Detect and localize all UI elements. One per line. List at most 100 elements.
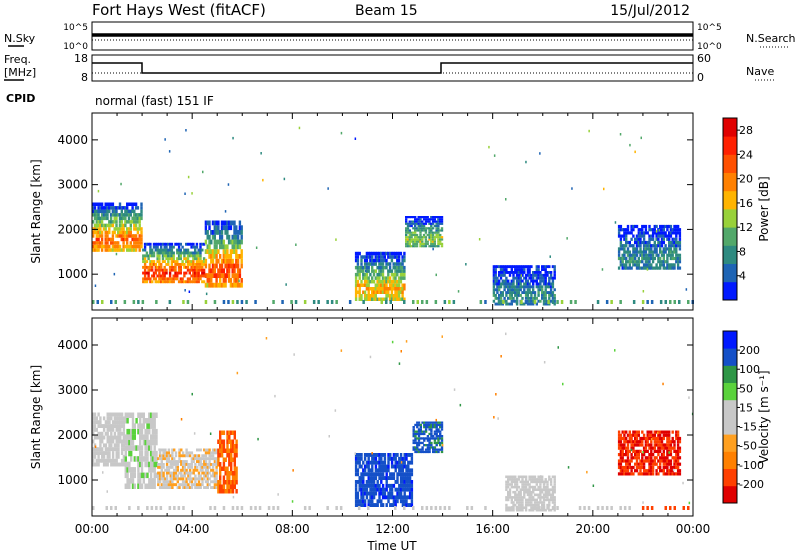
- data-cell: [512, 508, 515, 512]
- data-cell: [426, 444, 430, 447]
- data-cell: [407, 468, 410, 473]
- data-cell: [97, 230, 100, 235]
- data-cell: [499, 299, 503, 303]
- data-cell: [412, 233, 415, 237]
- data-cell: [183, 463, 186, 466]
- data-cell: [396, 279, 399, 284]
- data-cell: [630, 469, 633, 473]
- data-cell: [165, 477, 169, 481]
- data-cell: [378, 269, 381, 273]
- data-cell: [380, 491, 383, 496]
- data-cell: [165, 471, 169, 475]
- data-cell: [151, 274, 154, 278]
- data-cell: [210, 463, 213, 466]
- data-cell: [102, 213, 106, 217]
- data-cell: [197, 271, 200, 275]
- data-cell: [199, 257, 202, 261]
- data-cell: [532, 271, 535, 274]
- data-cell: [106, 416, 109, 421]
- data-cell: [440, 448, 444, 451]
- data-cell: [503, 271, 506, 274]
- data-cell: [669, 453, 673, 457]
- data-cell: [501, 273, 504, 277]
- data-cell: [188, 277, 191, 281]
- data-cell: [188, 474, 192, 478]
- data-cell: [185, 460, 188, 463]
- data-cell: [151, 434, 155, 440]
- data-cell: [428, 421, 431, 424]
- data-cell: [174, 277, 177, 281]
- data-cell: [401, 476, 405, 480]
- data-cell: [204, 225, 208, 231]
- data-cell: [673, 237, 676, 241]
- data-cell: [408, 503, 412, 507]
- data-cell: [676, 256, 680, 261]
- data-cell: [419, 437, 422, 440]
- data-cell: [378, 499, 381, 504]
- data-cell: [236, 278, 240, 283]
- data-cell: [215, 273, 218, 278]
- data-cell: [144, 439, 147, 446]
- data-cell: [110, 462, 113, 467]
- data-cell: [102, 223, 106, 228]
- data-cell: [662, 465, 665, 470]
- data-cell: [211, 249, 215, 254]
- data-cell: [544, 285, 547, 289]
- data-cell: [619, 133, 622, 136]
- data-cell: [397, 262, 401, 266]
- data-cell: [173, 471, 176, 475]
- data-cell: [122, 447, 126, 452]
- data-cell: [134, 234, 138, 238]
- data-cell: [538, 506, 541, 510]
- data-cell: [363, 265, 367, 270]
- data-cell: [423, 423, 426, 427]
- data-cell: [406, 227, 410, 230]
- data-cell: [113, 416, 117, 421]
- data-cell: [213, 249, 216, 254]
- data-cell: [124, 434, 127, 440]
- data-cell: [396, 251, 399, 256]
- data-cell: [236, 244, 240, 250]
- data-cell: [523, 488, 526, 491]
- data-cell: [671, 436, 674, 441]
- data-cell: [195, 242, 199, 246]
- data-cell: [621, 472, 624, 476]
- data-cell: [102, 443, 106, 448]
- data-cell: [155, 439, 158, 446]
- data-cell: [224, 489, 227, 494]
- data-cell: [217, 273, 220, 278]
- data-cell: [155, 300, 158, 304]
- data-cell: [231, 273, 234, 278]
- data-cell: [410, 468, 414, 473]
- data-cell: [641, 256, 644, 261]
- data-cell: [213, 448, 217, 452]
- data-cell: [535, 279, 538, 283]
- data-cell: [657, 244, 660, 248]
- data-cell: [229, 249, 233, 254]
- data-cell: [137, 478, 140, 484]
- data-cell: [181, 451, 185, 455]
- data-cell: [235, 258, 238, 264]
- data-cell: [514, 485, 517, 489]
- data-cell: [260, 152, 262, 155]
- data-cell: [367, 456, 370, 461]
- data-cell: [199, 463, 202, 466]
- data-cell: [641, 231, 644, 235]
- data-cell: [399, 491, 403, 496]
- data-cell: [199, 268, 202, 272]
- data-cell: [209, 506, 212, 510]
- data-cell: [668, 240, 671, 245]
- data-cell: [176, 263, 179, 266]
- data-cell: [165, 251, 168, 255]
- data-cell: [164, 480, 167, 484]
- data-cell: [195, 254, 199, 258]
- data-cell: [542, 279, 546, 283]
- data-cell: [308, 506, 311, 510]
- station-title: Fort Hays West (fitACF): [92, 1, 266, 19]
- data-cell: [505, 276, 508, 280]
- data-cell: [637, 440, 640, 444]
- data-cell: [215, 457, 218, 461]
- data-cell: [122, 458, 126, 463]
- data-cell: [430, 426, 433, 429]
- data-cell: [142, 418, 145, 424]
